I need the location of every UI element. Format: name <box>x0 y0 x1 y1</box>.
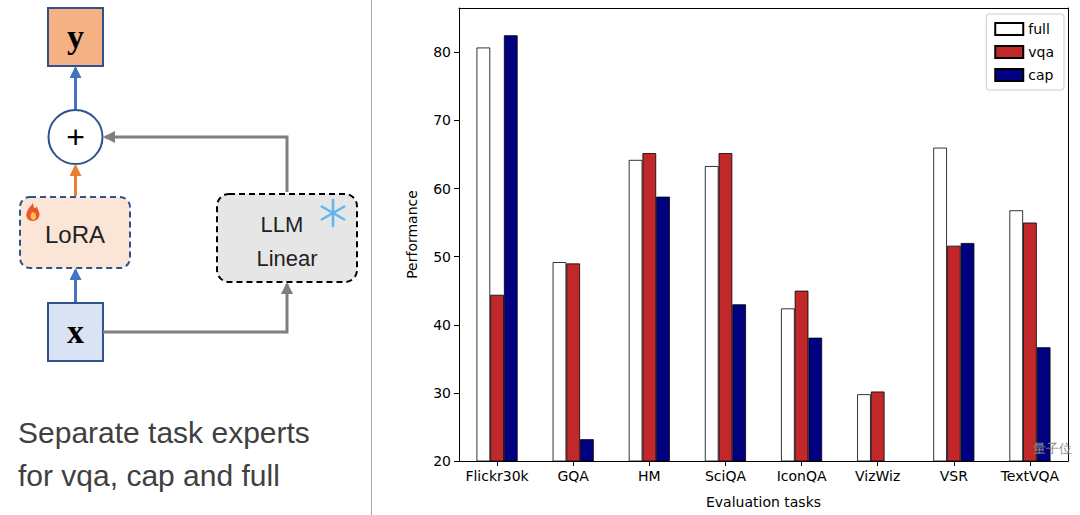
svg-text:TextVQA: TextVQA <box>1000 468 1060 484</box>
svg-text:40: 40 <box>433 317 451 333</box>
svg-text:IconQA: IconQA <box>777 468 827 484</box>
svg-text:Flickr30k: Flickr30k <box>465 468 529 484</box>
svg-text:full: full <box>1028 21 1050 37</box>
svg-text:for vqa, cap and full: for vqa, cap and full <box>18 459 280 492</box>
svg-text:LLM: LLM <box>261 212 304 237</box>
svg-text:GQA: GQA <box>557 468 589 484</box>
svg-text:VSR: VSR <box>940 468 968 484</box>
svg-text:LoRA: LoRA <box>45 221 105 248</box>
svg-text:HM: HM <box>638 468 661 484</box>
svg-text:x: x <box>67 313 84 350</box>
svg-text:70: 70 <box>433 112 451 128</box>
svg-text:Linear: Linear <box>256 246 317 271</box>
svg-text:50: 50 <box>433 249 451 265</box>
svg-text:20: 20 <box>433 453 451 469</box>
svg-text:60: 60 <box>433 181 451 197</box>
svg-text:80: 80 <box>433 44 451 60</box>
html-text:量子位: 量子位 <box>1033 441 1072 456</box>
svg-text:y: y <box>67 18 84 55</box>
svg-text:cap: cap <box>1028 67 1053 83</box>
svg-text:Evaluation tasks: Evaluation tasks <box>706 494 821 510</box>
svg-text:Performance: Performance <box>404 190 420 279</box>
svg-text:+: + <box>66 119 85 155</box>
svg-text:30: 30 <box>433 385 451 401</box>
svg-text:vqa: vqa <box>1028 44 1054 60</box>
svg-text:SciQA: SciQA <box>705 468 746 484</box>
svg-text:Separate task experts: Separate task experts <box>18 416 310 449</box>
svg-text:VizWiz: VizWiz <box>855 468 900 484</box>
